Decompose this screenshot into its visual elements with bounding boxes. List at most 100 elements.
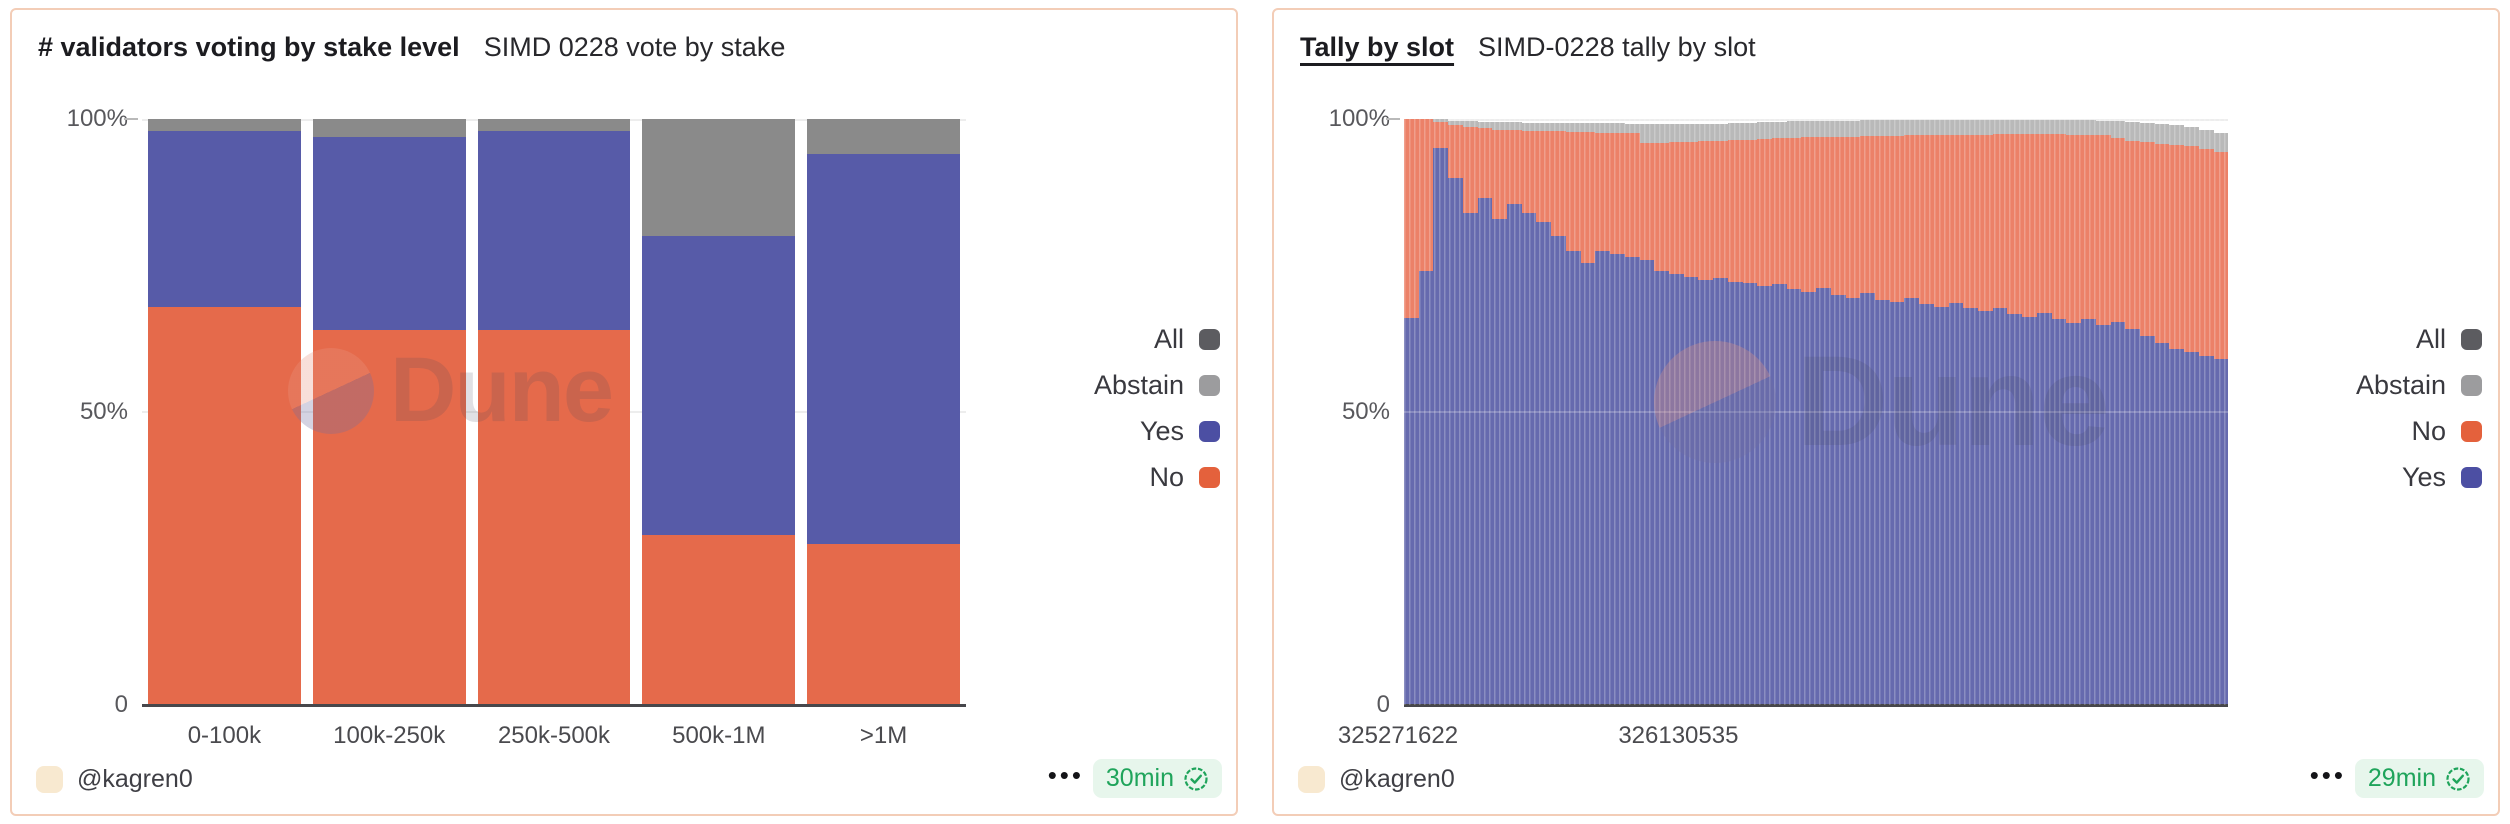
segment-no [1713, 140, 1728, 279]
slot-column [1433, 119, 1449, 705]
segment-no [2154, 143, 2170, 343]
legend-item-all[interactable]: All [2356, 324, 2482, 355]
segment-yes [1771, 284, 1787, 705]
y-axis-tick-0: 0 [114, 691, 128, 718]
segment-abstain [1904, 120, 1920, 136]
slot-column [1698, 119, 1714, 705]
slot-column [2213, 119, 2229, 705]
segment-yes [148, 130, 301, 307]
x-axis-labels: 325271622 326130535 [1338, 722, 2228, 752]
segment-abstain [1698, 124, 1714, 142]
legend-item-yes[interactable]: Yes [1094, 416, 1220, 447]
segment-abstain [1668, 124, 1684, 143]
segment-abstain [1948, 120, 1964, 135]
segment-abstain [1845, 120, 1861, 137]
segment-abstain [1801, 121, 1817, 138]
segment-yes [1845, 297, 1861, 705]
legend-item-no[interactable]: No [1094, 462, 1220, 493]
chart-subtitle: SIMD-0228 tally by slot [1478, 32, 1756, 62]
segment-no [2184, 145, 2199, 353]
legend-label: Abstain [1093, 370, 1184, 400]
segment-yes [2139, 335, 2155, 705]
segment-no [2169, 144, 2185, 349]
slot-column [1639, 119, 1655, 705]
legend-item-no[interactable]: No [2356, 416, 2482, 447]
slot-column [2110, 119, 2126, 705]
segment-abstain [1727, 123, 1743, 141]
segment-yes [1978, 311, 1993, 705]
segment-no [1580, 131, 1596, 263]
segment-yes [1713, 278, 1728, 705]
segment-no [1742, 139, 1758, 284]
segment-abstain [1713, 123, 1728, 141]
segment-abstain [312, 119, 466, 137]
refresh-status-badge[interactable]: 29min [2354, 759, 2484, 798]
x-axis-label: 250k-500k [497, 722, 611, 749]
segment-no [1492, 129, 1508, 219]
x-axis-label: 325271622 [1337, 722, 1459, 749]
segment-no [1536, 130, 1552, 222]
segment-no [1595, 132, 1611, 251]
segment-yes [1551, 236, 1566, 705]
segment-abstain [1610, 123, 1625, 134]
legend-item-abstain[interactable]: Abstain [2356, 370, 2482, 401]
segment-no [1948, 134, 1964, 304]
legend-swatch [2461, 421, 2482, 442]
x-axis-label: 100k-250k [333, 722, 446, 749]
segment-abstain [807, 119, 960, 155]
chart-title-link[interactable]: Tally by slot [1300, 32, 1455, 62]
legend-item-all[interactable]: All [1094, 324, 1220, 355]
x-axis-labels: 0-100k 100k-250k 250k-500k 500k-1M >1M [142, 722, 966, 750]
author-link[interactable]: @kagren0 [36, 765, 193, 794]
verified-check-icon [2446, 766, 2470, 791]
segment-yes [1816, 287, 1831, 705]
segment-abstain [1771, 121, 1787, 139]
more-options-button[interactable]: ••• [1047, 760, 1084, 790]
segment-yes [807, 154, 960, 544]
segment-no [1919, 135, 1934, 304]
segment-abstain [1875, 120, 1890, 137]
segment-abstain [2022, 120, 2037, 135]
legend-swatch [1199, 467, 1220, 488]
legend-swatch [1199, 375, 1220, 396]
legend-item-yes[interactable]: Yes [2356, 462, 2482, 493]
segment-yes [312, 136, 466, 330]
segment-yes [477, 130, 631, 330]
segment-no [807, 543, 960, 705]
segment-no [1830, 136, 1846, 295]
segment-no [1757, 138, 1772, 287]
segment-no [1654, 143, 1669, 272]
more-options-button[interactable]: ••• [2309, 760, 2346, 790]
author-handle: @kagren0 [77, 765, 193, 793]
segment-yes [2125, 328, 2140, 705]
segment-yes [2154, 342, 2170, 705]
slot-column [1919, 119, 1934, 705]
refresh-status-badge[interactable]: 30min [1092, 759, 1222, 798]
slot-column [1757, 119, 1772, 705]
slot-column [1801, 119, 1817, 705]
segment-no [2198, 149, 2214, 356]
stacked-bar-plot[interactable] [142, 119, 966, 707]
slot-column [1536, 119, 1552, 705]
slot-column [2095, 119, 2111, 705]
x-axis-label: 0-100k [187, 722, 262, 749]
x-axis-label: >1M [859, 722, 908, 749]
refresh-age-label: 29min [2367, 764, 2436, 792]
segment-abstain [2066, 120, 2082, 135]
segment-abstain [2007, 120, 2023, 135]
stacked-bar->1M [807, 119, 960, 705]
y-axis-tick-mark [124, 118, 138, 120]
segment-abstain [1742, 122, 1758, 140]
x-axis-line [1404, 704, 2228, 707]
legend-item-abstain[interactable]: Abstain [1094, 370, 1220, 401]
slot-column [1860, 119, 1875, 705]
segment-abstain [2036, 120, 2052, 135]
segment-abstain [1536, 122, 1552, 131]
slot-column [1904, 119, 1920, 705]
slot-column [2154, 119, 2170, 705]
segment-abstain [1889, 120, 1905, 137]
author-link[interactable]: @kagren0 [1298, 765, 1455, 794]
segment-yes [1786, 288, 1802, 705]
segment-no [1816, 137, 1831, 288]
stacked-area-plot[interactable] [1404, 119, 2229, 707]
